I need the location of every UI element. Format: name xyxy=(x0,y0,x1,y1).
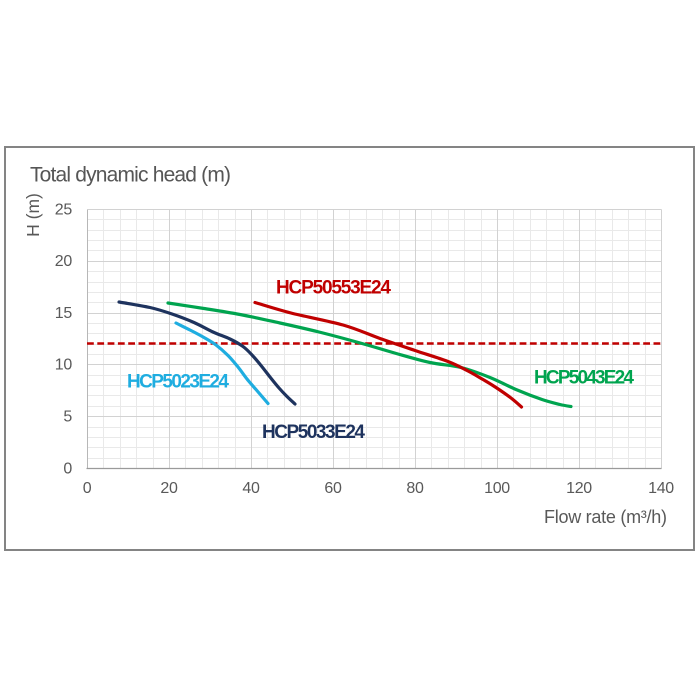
svg-text:0: 0 xyxy=(63,460,72,477)
svg-text:120: 120 xyxy=(566,480,592,497)
svg-text:HCP5033E24: HCP5033E24 xyxy=(262,422,365,443)
svg-text:HCP5043E24: HCP5043E24 xyxy=(534,368,634,389)
svg-text:Total dynamic head (m): Total dynamic head (m) xyxy=(30,164,231,187)
svg-text:60: 60 xyxy=(324,480,342,497)
svg-text:140: 140 xyxy=(648,480,674,497)
svg-text:20: 20 xyxy=(55,253,73,270)
svg-text:25: 25 xyxy=(55,201,73,218)
svg-text:20: 20 xyxy=(160,480,178,497)
svg-text:HCP50553E24: HCP50553E24 xyxy=(276,278,391,299)
svg-text:40: 40 xyxy=(242,480,260,497)
svg-text:HCP5023E24: HCP5023E24 xyxy=(127,372,229,393)
svg-text:100: 100 xyxy=(484,480,510,497)
svg-text:15: 15 xyxy=(55,305,73,322)
svg-text:5: 5 xyxy=(63,409,72,426)
svg-text:80: 80 xyxy=(406,480,424,497)
svg-text:0: 0 xyxy=(83,480,92,497)
svg-text:Flow rate (m³/h): Flow rate (m³/h) xyxy=(544,507,667,527)
svg-text:H (m): H (m) xyxy=(23,193,43,237)
svg-text:10: 10 xyxy=(55,357,73,374)
